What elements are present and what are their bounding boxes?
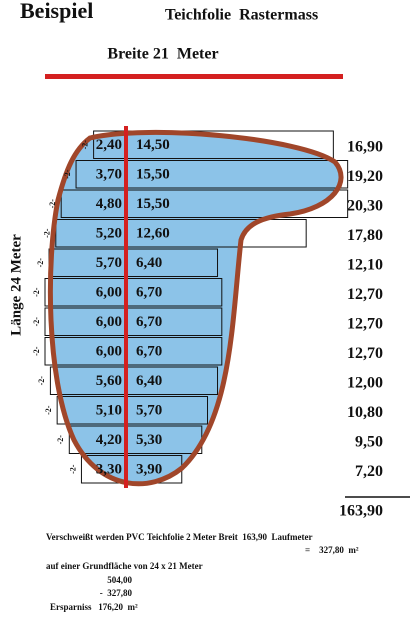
width-mark: -2- — [68, 464, 77, 474]
right-value: 6,70 — [136, 314, 162, 330]
grid-row — [55, 219, 307, 248]
right-value: 6,70 — [136, 344, 162, 360]
length-label: Länge 24 Meter — [8, 234, 24, 336]
left-value: 5,70 — [96, 255, 122, 271]
note: Verschweißt werden PVC Teichfolie 2 Mete… — [46, 532, 313, 542]
left-value: 5,20 — [96, 226, 122, 242]
row-total: 12,70 — [347, 315, 383, 332]
grid-row — [49, 366, 219, 395]
grid-row — [93, 130, 334, 159]
width-mark: -2- — [37, 376, 46, 386]
row-total: 12,70 — [347, 345, 383, 362]
note: - 327,80 — [100, 588, 133, 598]
row-total: 12,70 — [347, 286, 383, 303]
width-mark: -2- — [63, 169, 72, 179]
left-value: 3,30 — [96, 462, 122, 478]
note: auf einer Grundfläche von 24 x 21 Meter — [46, 561, 203, 571]
right-value: 3,90 — [136, 462, 162, 478]
note: 504,00 — [107, 575, 132, 585]
left-value: 3,70 — [96, 167, 122, 183]
grid-row — [75, 160, 349, 189]
width-mark: -2- — [32, 317, 41, 327]
left-value: 4,20 — [96, 432, 122, 448]
left-value: 2,40 — [96, 137, 122, 153]
width-mark: -2- — [36, 258, 45, 268]
right-value: 15,50 — [136, 167, 170, 183]
width-mark: -2- — [44, 405, 53, 415]
grid-row — [44, 337, 223, 366]
left-value: 6,00 — [96, 344, 122, 360]
grid-row — [60, 189, 349, 218]
grid-row — [56, 396, 209, 425]
row-total: 17,80 — [347, 227, 383, 244]
row-total: 12,10 — [347, 256, 383, 273]
right-value: 6,40 — [136, 255, 162, 271]
left-value: 6,00 — [96, 285, 122, 301]
pond-outline — [47, 129, 344, 487]
right-value: 5,30 — [136, 432, 162, 448]
width-mark: -2- — [32, 346, 41, 356]
right-value: 15,50 — [136, 196, 170, 212]
grid-row — [44, 278, 223, 307]
red-bar — [45, 74, 343, 79]
row-total: 12,00 — [347, 374, 383, 391]
center-line — [124, 126, 128, 488]
grid-row — [44, 307, 223, 336]
right-value: 12,60 — [136, 226, 170, 242]
subtitle: Teichfolie Rastermass — [165, 7, 318, 24]
right-value: 6,40 — [136, 373, 162, 389]
left-value: 4,80 — [96, 196, 122, 212]
row-total: 10,80 — [347, 404, 383, 421]
width-mark: -2- — [56, 435, 65, 445]
width-mark: -2- — [80, 140, 89, 150]
right-value: 5,70 — [136, 403, 162, 419]
row-total: 20,30 — [347, 197, 383, 214]
row-total: 9,50 — [355, 433, 383, 450]
sum: 163,90 — [339, 503, 383, 520]
row-total: 19,20 — [347, 168, 383, 185]
right-value: 14,50 — [136, 137, 170, 153]
row-total: 16,90 — [347, 138, 383, 155]
width-mark: -2- — [48, 199, 57, 209]
width-mark: -2- — [32, 287, 41, 297]
left-value: 5,10 — [96, 403, 122, 419]
left-value: 6,00 — [96, 314, 122, 330]
note: Ersparniss 176,20 m² — [50, 602, 138, 612]
title: Beispiel — [20, 0, 93, 23]
left-value: 5,60 — [96, 373, 122, 389]
width-mark: -2- — [43, 228, 52, 238]
right-value: 6,70 — [136, 285, 162, 301]
row-total: 7,20 — [355, 463, 383, 480]
note: = 327,80 m² — [305, 545, 359, 555]
width-label: Breite 21 Meter — [107, 46, 218, 63]
